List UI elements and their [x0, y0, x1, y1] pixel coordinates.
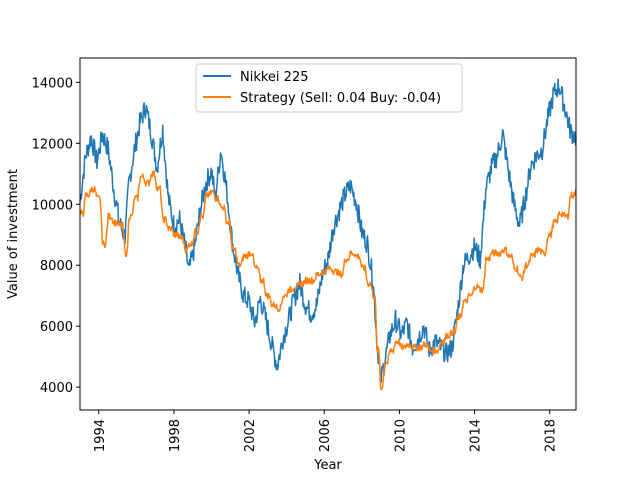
- plot-area-frame: [79, 57, 577, 411]
- y-axis-ticks: 4000 6000 8000 10000 12000 14000: [32, 76, 80, 396]
- x-tick-label: 2006: [318, 419, 333, 452]
- x-axis-label: Year: [313, 458, 342, 473]
- legend-label-strategy: Strategy (Sell: 0.04 Buy: -0.04): [240, 91, 441, 106]
- x-tick-label: 1998: [168, 419, 183, 452]
- x-tick-label: 2002: [243, 419, 258, 452]
- y-tick-label: 12000: [32, 137, 73, 152]
- x-axis-ticks: 1994 1998 2002 2006 2010 2014 2018: [93, 410, 559, 452]
- x-tick-label: 1994: [93, 419, 108, 452]
- y-tick-label: 10000: [32, 198, 73, 213]
- legend: Nikkei 225 Strategy (Sell: 0.04 Buy: -0.…: [195, 63, 463, 113]
- legend-box: [195, 63, 463, 113]
- y-tick-label: 4000: [40, 381, 73, 396]
- x-tick-label: 2018: [544, 419, 559, 452]
- y-axis-label: Value of investment: [6, 169, 21, 299]
- legend-label-nikkei: Nikkei 225: [240, 70, 309, 85]
- y-tick-label: 14000: [32, 76, 73, 91]
- series-layer: [79, 78, 577, 391]
- y-tick-label: 6000: [40, 320, 73, 335]
- series-line-nikkei: [79, 78, 577, 383]
- y-tick-label: 8000: [40, 259, 73, 274]
- series-line-strategy: [79, 170, 577, 391]
- x-tick-label: 2010: [393, 419, 408, 452]
- x-tick-label: 2014: [469, 419, 484, 452]
